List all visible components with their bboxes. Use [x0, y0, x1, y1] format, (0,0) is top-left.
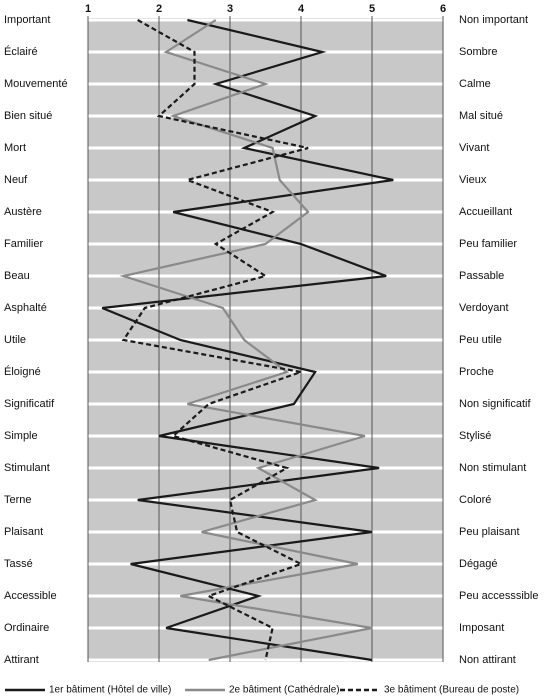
left-label: Bien situé	[4, 110, 52, 122]
right-label: Calme	[459, 78, 491, 90]
left-label: Ordinaire	[4, 622, 49, 634]
right-label: Peu utile	[459, 334, 502, 346]
legend-label: 3e bâtiment (Bureau de poste)	[384, 685, 519, 696]
left-label: Mort	[4, 142, 26, 154]
right-label: Non attirant	[459, 654, 516, 666]
left-label: Accessible	[4, 590, 57, 602]
right-label: Mal situé	[459, 110, 503, 122]
right-label: Verdoyant	[459, 302, 509, 314]
right-label: Sombre	[459, 46, 498, 58]
left-label: Neuf	[4, 174, 28, 186]
series-line	[121, 19, 309, 661]
right-label: Non significatif	[459, 398, 531, 410]
left-label: Austère	[4, 206, 42, 218]
right-label: Accueillant	[459, 206, 512, 218]
left-label: Éclairé	[4, 45, 38, 58]
legend-label: 2e bâtiment (Cathédrale)	[229, 685, 340, 696]
right-label: Peu familier	[459, 238, 517, 250]
x-tick-label: 6	[440, 3, 446, 15]
left-label: Familier	[4, 238, 43, 250]
right-label: Passable	[459, 270, 504, 282]
left-label: Simple	[4, 430, 38, 442]
right-label: Coloré	[459, 494, 491, 506]
x-tick-label: 5	[369, 3, 375, 15]
left-label: Mouvementé	[4, 78, 68, 90]
right-label: Imposant	[459, 622, 504, 634]
left-label: Asphalté	[4, 302, 47, 314]
left-label: Éloigné	[4, 365, 41, 378]
left-label: Beau	[4, 270, 30, 282]
right-label: Proche	[459, 366, 494, 378]
x-tick-label: 2	[156, 3, 162, 15]
series-line	[101, 18, 394, 662]
right-label: Peu accesssible	[459, 590, 539, 602]
left-label: Utile	[4, 334, 26, 346]
right-label: Peu plaisant	[459, 526, 520, 538]
x-tick-label: 4	[298, 3, 305, 15]
left-label: Important	[4, 14, 50, 26]
left-label: Terne	[4, 494, 32, 506]
left-label: Tassé	[4, 558, 33, 570]
x-tick-label: 1	[85, 3, 91, 15]
left-label: Plaisant	[4, 526, 43, 538]
right-label: Dégagé	[459, 558, 498, 570]
right-label: Vivant	[459, 142, 489, 154]
right-label: Stylisé	[459, 430, 491, 442]
left-label: Attirant	[4, 654, 39, 666]
left-label: Significatif	[4, 398, 55, 410]
legend-label: 1er bâtiment (Hôtel de ville)	[49, 685, 171, 696]
right-label: Vieux	[459, 174, 487, 186]
right-label: Non important	[459, 14, 528, 26]
right-label: Non stimulant	[459, 462, 526, 474]
x-tick-label: 3	[227, 3, 233, 15]
left-label: Stimulant	[4, 462, 50, 474]
